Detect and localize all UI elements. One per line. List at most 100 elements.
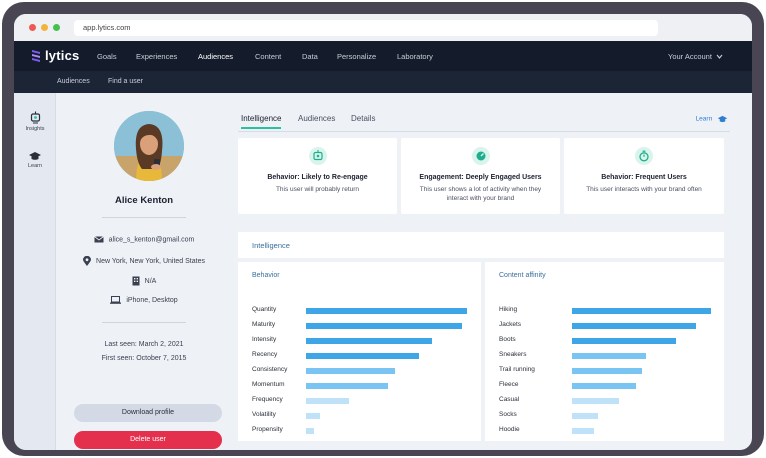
bar [306, 353, 419, 359]
divider [102, 322, 186, 323]
bar-label: Trail running [499, 366, 535, 373]
last-seen: Last seen: March 2, 2021 [104, 341, 184, 348]
insights-icon [30, 111, 40, 124]
lytics-logo[interactable]: lytics [31, 48, 79, 63]
bar-label: Frequency [252, 396, 283, 403]
bar-label: Jackets [499, 321, 522, 328]
top-navigation: lytics Goals Experiences Audiences Conte… [14, 41, 752, 71]
bar-label: Maturity [252, 321, 276, 328]
bar-label: Hiking [499, 306, 518, 313]
bar-label: Intensity [252, 336, 277, 343]
bar-label: Propensity [252, 426, 283, 433]
bar [306, 413, 320, 419]
bar [572, 413, 598, 419]
bar-label: Hoodie [499, 426, 520, 433]
first-seen: First seen: October 7, 2015 [101, 355, 187, 362]
bar-label: Boots [499, 336, 516, 343]
bar-label: Momentum [252, 381, 285, 388]
bar [572, 353, 646, 359]
envelope-icon [93, 236, 104, 243]
building-icon [132, 276, 140, 286]
sub-navigation: Audiences Find a user [14, 71, 752, 93]
nav-experiences[interactable]: Experiences [136, 52, 178, 61]
segment-card[interactable]: Behavior: Likely to Re-engage This user … [238, 138, 397, 214]
graduation-cap-icon [717, 115, 728, 123]
bar [572, 428, 594, 434]
email-value: alice_s_kenton@gmail.com [108, 236, 195, 244]
bar [572, 398, 619, 404]
segment-description: This user interacts with your brand ofte… [586, 186, 702, 193]
nav-personalize[interactable]: Personalize [337, 52, 377, 61]
segment-icon [308, 147, 327, 165]
profile-company: N/A [56, 276, 232, 286]
profile-devices: iPhone, Desktop [56, 296, 232, 304]
nav-laboratory[interactable]: Laboratory [397, 52, 433, 61]
rail-learn[interactable]: Learn [14, 151, 56, 169]
segment-icon [471, 147, 490, 165]
segment-description: This user shows a lot of activity when t… [419, 186, 542, 202]
bar-label: Fleece [499, 381, 519, 388]
bar [572, 368, 642, 374]
side-rail: Insights Learn [14, 93, 56, 450]
behavior-title: Behavior [252, 272, 280, 279]
tab-audiences[interactable]: Audiences [298, 114, 336, 123]
bar-label: Casual [499, 396, 520, 403]
learn-link[interactable]: Learn [696, 115, 728, 123]
tab-details[interactable]: Details [351, 114, 376, 123]
rail-insights-label: Insights [25, 126, 45, 132]
account-label: Your Account [668, 52, 712, 61]
rail-learn-label: Learn [27, 163, 43, 169]
segment-title: Engagement: Deeply Engaged Users [419, 174, 542, 181]
graduation-cap-icon [29, 152, 41, 160]
profile-email: alice_s_kenton@gmail.com [56, 236, 232, 243]
profile-tabs: Intelligence Audiences Details Learn [238, 114, 730, 132]
bar-label: Socks [499, 411, 517, 418]
nav-audiences[interactable]: Audiences [198, 52, 234, 61]
chevron-down-icon [716, 54, 723, 59]
segment-title: Behavior: Likely to Re-engage [267, 174, 368, 181]
bar [306, 308, 467, 314]
delete-user-button[interactable]: Delete user [74, 431, 222, 449]
nav-content[interactable]: Content [255, 52, 282, 61]
bar-label: Sneakers [499, 351, 527, 358]
close-window-dot[interactable] [29, 24, 36, 31]
location-value: New York, New York, United States [96, 257, 205, 265]
avatar-photo [114, 111, 184, 181]
bar [572, 338, 676, 344]
download-profile-button[interactable]: Download profile [74, 404, 222, 422]
bar-label: Volatility [252, 411, 276, 418]
devices-value: iPhone, Desktop [126, 296, 178, 304]
segment-card[interactable]: Engagement: Deeply Engaged Users This us… [401, 138, 560, 214]
gauge-icon [476, 151, 485, 161]
nav-goals[interactable]: Goals [97, 52, 117, 61]
learn-link-label: Learn [695, 115, 713, 123]
browser-chrome: app.lytics.com [14, 14, 752, 41]
content-affinity-panel: Content affinity Hiking Jackets Boots Sneak… [485, 262, 724, 441]
bar [306, 338, 432, 344]
account-menu[interactable]: Your Account [668, 52, 723, 61]
browser-window: app.lytics.com lytics Goals Experiences … [14, 14, 752, 450]
intelligence-header: Intelligence [238, 232, 724, 258]
nav-data[interactable]: Data [302, 52, 318, 61]
bar-label: Quantity [252, 306, 277, 313]
subnav-audiences[interactable]: Audiences [57, 78, 90, 85]
subnav-find-user[interactable]: Find a user [108, 78, 144, 85]
bar [306, 383, 388, 389]
segment-description: This user will probably return [275, 186, 360, 193]
minimize-window-dot[interactable] [41, 24, 48, 31]
laptop-icon [110, 296, 122, 304]
lytics-logo-icon [32, 49, 40, 62]
profile-name: Alice Kenton [114, 195, 174, 206]
avatar [114, 111, 184, 181]
tab-intelligence[interactable]: Intelligence [241, 114, 282, 129]
segment-card[interactable]: Behavior: Frequent Users This user inter… [564, 138, 724, 214]
brand-name: lytics [45, 48, 80, 63]
bar-label: Consistency [252, 366, 288, 373]
bar [306, 368, 395, 374]
segment-title: Behavior: Frequent Users [601, 174, 687, 181]
maximize-window-dot[interactable] [53, 24, 60, 31]
address-bar[interactable]: app.lytics.com [74, 20, 658, 36]
segment-icon [635, 147, 653, 165]
rail-insights[interactable]: Insights [14, 111, 56, 132]
